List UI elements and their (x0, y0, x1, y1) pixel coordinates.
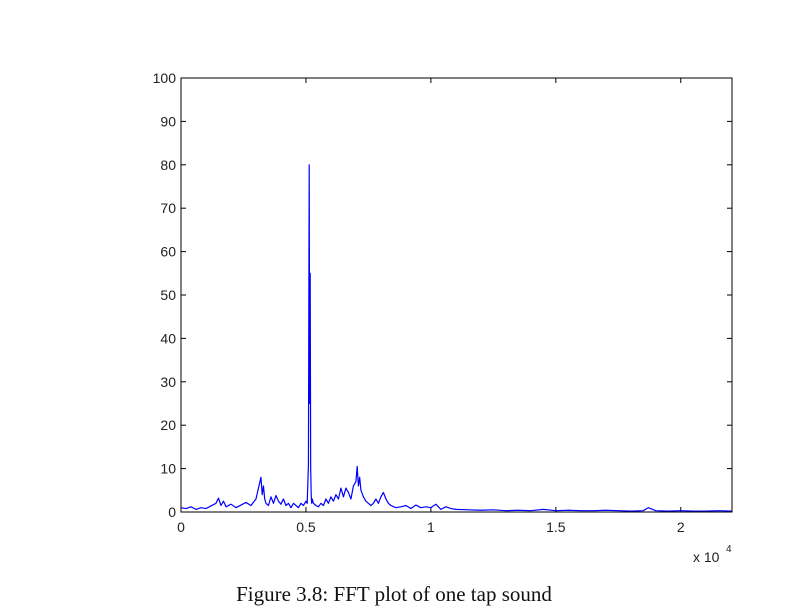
x-tick-label: 1.5 (546, 519, 566, 535)
y-tick-label: 100 (153, 70, 177, 86)
y-tick-label: 30 (160, 374, 176, 390)
y-tick-label: 20 (160, 417, 176, 433)
y-tick-label: 70 (160, 200, 176, 216)
y-tick-label: 40 (160, 330, 176, 346)
x-tick-label: 0.5 (296, 519, 316, 535)
x-tick-label: 2 (677, 519, 685, 535)
tick-labels: 0 10 20 30 40 50 60 70 80 90 100 0 0.5 1 1.5 2 (153, 70, 685, 535)
y-tick-label: 0 (168, 504, 176, 520)
plot-frame (180, 77, 733, 513)
y-tick-label: 10 (160, 461, 176, 477)
y-tick-label: 80 (160, 157, 176, 173)
x-multiplier-exponent: 4 (726, 544, 732, 555)
x-multiplier-label: x 10 (693, 549, 720, 565)
x-tick-label: 1 (427, 519, 435, 535)
y-tick-label: 50 (160, 287, 176, 303)
plot-background (181, 78, 732, 512)
figure-caption: Figure 3.8: FFT plot of one tap sound (236, 582, 552, 606)
y-tick-label: 60 (160, 244, 176, 260)
y-tick-label: 90 (160, 113, 176, 129)
fft-series-line (180, 164, 733, 512)
x-tick-label: 0 (177, 519, 185, 535)
